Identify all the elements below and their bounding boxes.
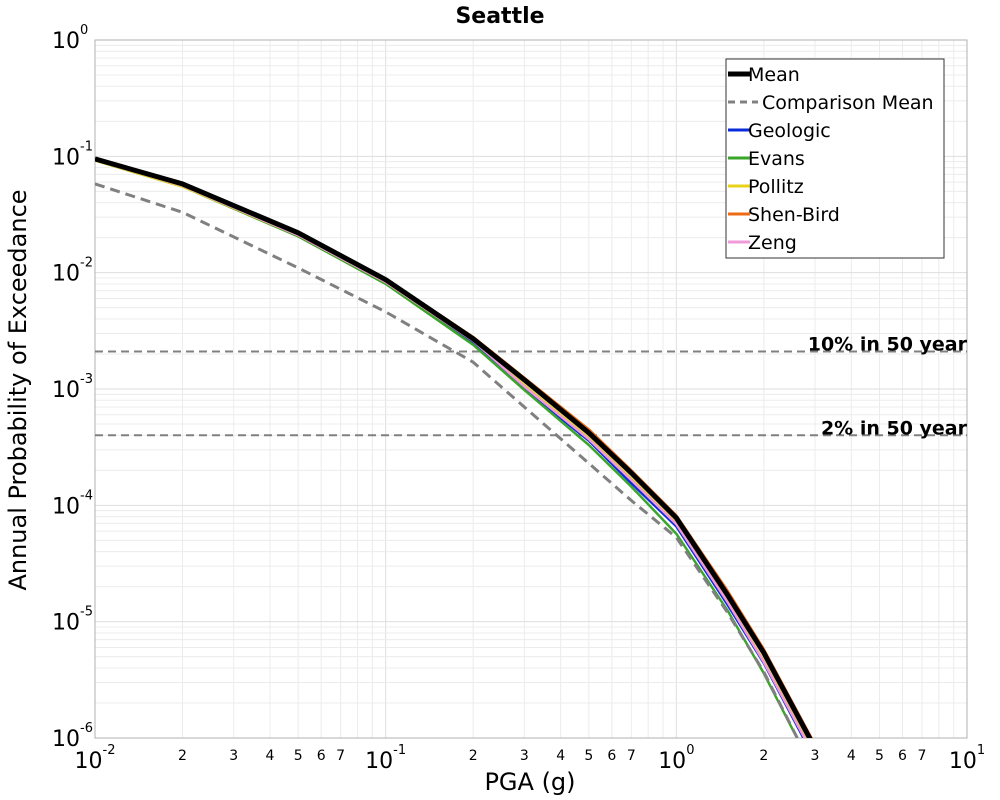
x-minor-tick-label: 7 [336, 748, 345, 764]
legend-label: Geologic [748, 120, 831, 142]
legend-box [725, 58, 945, 259]
x-axis-label: PGA (g) [484, 768, 575, 796]
x-minor-tick-label: 4 [556, 748, 565, 764]
series-line-pollitz [95, 159, 807, 738]
series-line-comparison-mean [95, 182, 799, 738]
x-minor-tick-label: 2 [469, 748, 478, 764]
x-minor-tick-label: 6 [317, 748, 326, 764]
grid [94, 40, 967, 739]
x-minor-tick-label: 3 [229, 748, 238, 764]
x-minor-tick-label: 7 [627, 748, 636, 764]
y-major-tick-label: 10-2 [52, 256, 93, 287]
x-minor-tick-label: 6 [607, 748, 616, 764]
x-minor-tick-label: 2 [178, 748, 187, 764]
legend-label: Zeng [748, 232, 797, 254]
y-major-tick-label: 100 [52, 23, 88, 54]
y-major-tick-label: 10-4 [52, 488, 93, 519]
x-minor-tick-label: 3 [520, 748, 529, 764]
y-major-tick-label: 10-1 [52, 139, 93, 170]
x-minor-tick-label: 5 [875, 748, 884, 764]
y-axis-ticks: 100 10-1 10-2 10-3 10-4 10-5 10-6 [52, 23, 93, 752]
series-line-mean [95, 156, 813, 738]
reference-line-label: 2% in 50 year [821, 417, 968, 439]
x-minor-tick-label: 7 [918, 748, 927, 764]
chart-title: Seattle [455, 4, 544, 29]
x-minor-tick-label: 4 [266, 748, 275, 764]
series-line-evans [95, 159, 799, 738]
legend-label: Shen-Bird [748, 204, 840, 226]
reference-lines: 10% in 50 year 2% in 50 year [95, 334, 968, 439]
x-major-tick-label: 10-2 [75, 743, 116, 774]
x-minor-tick-label: 3 [811, 748, 820, 764]
legend-label: Pollitz [748, 176, 804, 198]
y-major-tick-label: 10-6 [52, 721, 93, 752]
legend-label: Comparison Mean [762, 92, 934, 114]
y-axis-label: Annual Probability of Exceedance [4, 189, 32, 590]
series-lines [95, 156, 813, 738]
x-major-tick-label: 100 [658, 743, 694, 774]
legend-label: Mean [748, 64, 800, 86]
x-minor-tick-label: 2 [759, 748, 768, 764]
plot-frame [94, 39, 968, 739]
series-line-geologic [95, 158, 805, 738]
legend-label: Evans [748, 148, 805, 170]
x-minor-tick-label: 5 [294, 748, 303, 764]
y-major-tick-label: 10-3 [52, 372, 93, 403]
reference-line-label: 10% in 50 year [808, 334, 968, 356]
x-minor-tick-label: 4 [847, 748, 856, 764]
legend: Mean Comparison Mean Geologic Evans Pollitz S… [725, 58, 945, 259]
x-major-tick-label: 10-1 [365, 743, 406, 774]
x-minor-tick-label: 6 [898, 748, 907, 764]
x-major-tick-label: 101 [949, 743, 985, 774]
y-major-tick-label: 10-5 [52, 605, 93, 636]
x-minor-tick-label: 5 [584, 748, 593, 764]
